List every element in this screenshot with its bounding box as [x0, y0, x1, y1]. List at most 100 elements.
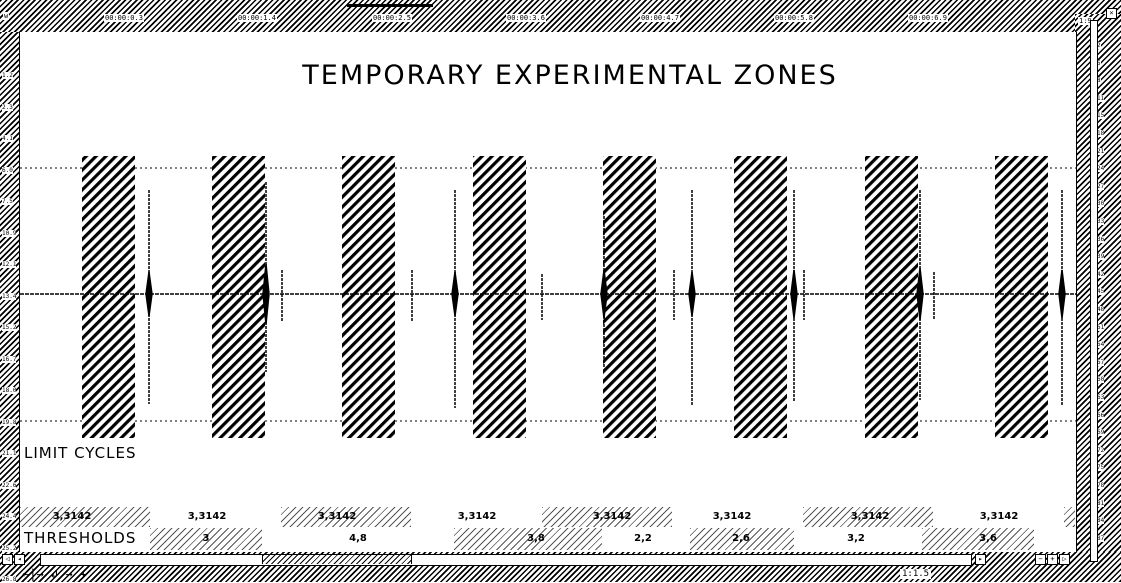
- experimental-zone: [995, 156, 1048, 438]
- zone-value: 3,3142: [850, 511, 890, 522]
- chart-title: TEMPORARY EXPERIMENTAL ZONES: [302, 60, 838, 91]
- right-ruler-label: 21: [1097, 147, 1105, 155]
- right-ruler: [1075, 14, 1121, 582]
- experimental-zone: [82, 156, 135, 438]
- right-ruler-label: 84: [1097, 517, 1105, 525]
- left-ruler-label: 1.2: [2, 72, 13, 79]
- value-cell: [803, 507, 933, 527]
- right-ruler-label: 11: [1097, 94, 1105, 102]
- ruler-corner-right: 1:9: [1078, 17, 1093, 25]
- experimental-zone: [865, 156, 918, 438]
- ruler-time-label: 00:00:2.5: [372, 14, 412, 22]
- threshold-value: 2,2: [634, 533, 652, 544]
- right-ruler-label: 54: [1097, 341, 1105, 349]
- right-ruler-label: 78: [1097, 482, 1105, 489]
- limit-cycles-label: LIMIT CYCLES: [24, 444, 137, 462]
- right-ruler-label: 81: [1097, 499, 1105, 507]
- ruler-time-label: 00:00:1.4: [237, 14, 277, 22]
- left-ruler-label: 19.8: [2, 418, 17, 426]
- right-ruler-label: 24: [1097, 165, 1105, 173]
- right-ruler-label: 63: [1097, 394, 1105, 401]
- threshold-value: 2,6: [732, 533, 750, 544]
- right-ruler-label: 75: [1097, 464, 1105, 472]
- scroll-prev-button[interactable]: ◂: [14, 554, 25, 565]
- right-ruler-label: 45: [1097, 288, 1105, 296]
- playhead-marker[interactable]: [347, 4, 433, 7]
- value-cell: [1064, 507, 1075, 527]
- left-ruler-label: 12.1: [2, 261, 17, 268]
- left-ruler-label: 10.9: [2, 229, 17, 237]
- scroll-right-button[interactable]: ▷: [1059, 554, 1070, 565]
- right-ruler-label: 48: [1097, 306, 1105, 313]
- ruler-time-label: 00:00:5.8: [774, 14, 814, 22]
- waveform-plot: [20, 156, 1076, 438]
- zone-value: 3,3142: [187, 511, 227, 522]
- left-ruler-label: 6.0: [2, 166, 13, 174]
- left-ruler-label: 2.3: [2, 103, 13, 111]
- right-ruler-label: 5: [1097, 59, 1101, 67]
- left-ruler-label: 25.2: [2, 544, 17, 552]
- zone-value: 3,3142: [712, 511, 752, 522]
- ruler-corner-left: w: [3, 12, 10, 20]
- threshold-value: 3: [202, 533, 210, 544]
- right-ruler-label: 18: [1097, 130, 1105, 137]
- right-ruler-label: 72: [1097, 446, 1105, 454]
- left-ruler-label: 24.4: [2, 513, 17, 520]
- right-ruler-label: 51: [1097, 323, 1105, 331]
- experimental-zone: [603, 156, 656, 438]
- threshold-value: 4,8: [349, 533, 367, 544]
- zoom-out-button[interactable]: −: [1035, 554, 1046, 565]
- vertical-scrollbar[interactable]: [1090, 20, 1098, 562]
- right-ruler-label: 60: [1097, 376, 1105, 384]
- left-ruler-label: 15.2: [2, 324, 17, 331]
- threshold-cell: [922, 528, 1034, 550]
- ruler-time-label: 00:00:6.9: [908, 14, 948, 22]
- zone-value: 3,3142: [979, 511, 1019, 522]
- left-ruler-label: 18.0: [2, 387, 17, 394]
- experimental-zone: [212, 156, 265, 438]
- horizontal-scrollbar[interactable]: [40, 554, 972, 566]
- top-ruler: [0, 0, 1121, 32]
- value-cell: [542, 507, 672, 527]
- zoom-readout: 1:1.5: [900, 569, 932, 579]
- right-ruler-label: 39: [1097, 253, 1105, 261]
- zone-value: 3,3142: [457, 511, 497, 522]
- left-ruler-label: 22.6: [2, 481, 17, 489]
- threshold-value: 3,2: [847, 533, 865, 544]
- experimental-zone: [473, 156, 526, 438]
- left-ruler-label: 4.1: [2, 135, 13, 142]
- ruler-time-label: 00:00:4.7: [640, 14, 680, 22]
- thresholds-label: THRESHOLDS: [24, 529, 137, 547]
- zone-value: 3,3142: [317, 511, 357, 522]
- left-ruler-label: 13.4: [2, 292, 17, 300]
- threshold-value: 3,8: [527, 533, 545, 544]
- ruler-time-label: 00:00:0.3: [104, 14, 144, 22]
- threshold-cell: [454, 528, 602, 550]
- zone-value: 3,3142: [52, 511, 92, 522]
- right-ruler-label: 87: [1097, 534, 1105, 542]
- scroll-thumb[interactable]: [262, 555, 412, 564]
- right-ruler-label: 27: [1097, 182, 1105, 190]
- experimental-zone: [734, 156, 787, 438]
- scroll-next-button[interactable]: ▸: [975, 554, 986, 565]
- plot-area: [19, 32, 1077, 552]
- scroll-left-button[interactable]: ◁: [2, 554, 13, 565]
- close-button[interactable]: ×: [1106, 8, 1117, 19]
- right-ruler-label: 33: [1097, 218, 1105, 225]
- ruler-time-label: 00:00:3.6: [506, 14, 546, 22]
- right-ruler-label: 66: [1097, 411, 1105, 419]
- right-ruler-label: 2: [1097, 42, 1101, 49]
- left-ruler-label: 21.1: [2, 450, 17, 457]
- value-cell: [20, 507, 150, 527]
- right-ruler-label: 57: [1097, 358, 1105, 366]
- left-ruler-label: 16.7: [2, 355, 17, 363]
- zoom-in-button[interactable]: +: [1047, 554, 1058, 565]
- experimental-zone: [342, 156, 395, 438]
- transport-controls[interactable]: ←|→ ↲ → +: [22, 567, 88, 581]
- left-ruler-label: 26.8: [2, 576, 17, 583]
- right-ruler-label: 30: [1097, 200, 1105, 208]
- right-ruler-label: 8: [1097, 77, 1101, 85]
- zone-value: 3,3142: [592, 511, 632, 522]
- right-ruler-label: 15: [1097, 112, 1105, 120]
- threshold-value: 3,6: [979, 533, 997, 544]
